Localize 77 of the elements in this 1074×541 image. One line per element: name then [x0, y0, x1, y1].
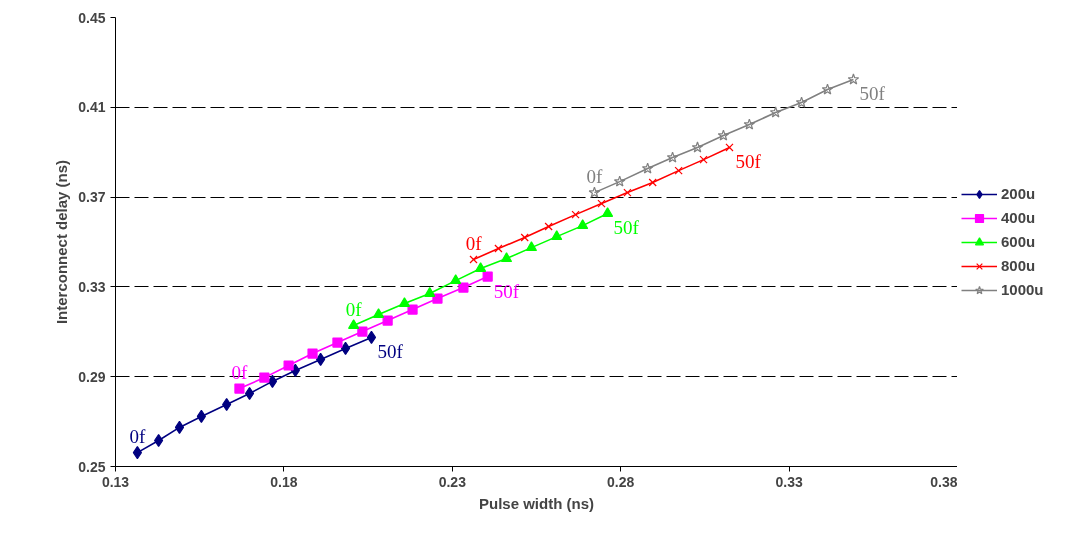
y-tick-label: 0.33 [78, 278, 106, 295]
point [597, 199, 606, 208]
point [544, 222, 553, 231]
annotation: 50f [859, 83, 886, 105]
point [432, 293, 443, 304]
y-tick-label: 0.25 [78, 458, 106, 475]
point [450, 274, 462, 285]
point [244, 386, 255, 401]
point [174, 420, 185, 435]
point [641, 162, 654, 174]
point [691, 141, 704, 153]
point [525, 241, 538, 252]
annotation: 50f [493, 280, 520, 302]
point [725, 143, 734, 152]
point [259, 372, 270, 383]
point [717, 129, 730, 141]
y-tick-label: 0.37 [78, 189, 106, 206]
point [699, 155, 708, 164]
x-tick-label: 0.18 [270, 473, 298, 490]
point [743, 118, 756, 130]
annotation: 0f [129, 425, 147, 447]
annotation: 0f [465, 232, 483, 254]
legend-label: 400u [1001, 209, 1036, 226]
x-tick-label: 0.38 [930, 473, 958, 490]
point [474, 262, 487, 272]
point [769, 106, 782, 118]
annotation: 0f [345, 298, 363, 320]
point [382, 315, 393, 326]
point [340, 341, 351, 356]
point [674, 166, 683, 175]
point [795, 96, 808, 108]
y-axis-title: Interconnect delay (ns) [53, 159, 71, 325]
x-tick-label: 0.13 [101, 473, 130, 490]
point [601, 207, 614, 217]
y-tick-label: 0.45 [78, 9, 106, 26]
point [458, 282, 469, 293]
point [366, 330, 377, 345]
point [520, 233, 529, 242]
annotation: 50f [735, 151, 762, 173]
point [551, 230, 563, 241]
y-tick-label: 0.29 [78, 368, 106, 385]
point [500, 252, 513, 263]
point [494, 244, 503, 253]
point [424, 287, 436, 297]
y-tick-label: 0.41 [78, 99, 106, 116]
x-axis-title: Pulse width (ns) [479, 494, 595, 512]
point [588, 186, 601, 198]
point [571, 210, 580, 219]
point [372, 308, 385, 318]
legend-label: 200u [1001, 185, 1036, 202]
point [332, 337, 343, 348]
point [398, 297, 411, 307]
point [482, 271, 493, 282]
point [666, 151, 679, 163]
x-tick-label: 0.23 [438, 473, 467, 490]
annotation: 0f [586, 165, 604, 187]
annotation: 50f [613, 217, 640, 239]
legend-label: 800u [1001, 257, 1036, 274]
annotation: 50f [377, 341, 404, 363]
point [821, 83, 834, 95]
x-tick-label: 0.28 [607, 473, 635, 490]
point [648, 178, 657, 187]
point [623, 188, 632, 197]
point [307, 348, 318, 359]
point [283, 360, 294, 371]
point [357, 326, 368, 337]
point [348, 319, 360, 329]
point [469, 255, 478, 264]
point [234, 383, 245, 394]
point [847, 73, 860, 85]
point [407, 304, 418, 315]
point [577, 219, 589, 230]
point [613, 175, 626, 187]
legend-label: 1000u [1001, 281, 1044, 298]
legend-label: 600u [1001, 233, 1036, 250]
point [267, 374, 278, 389]
x-tick-label: 0.33 [775, 473, 803, 490]
